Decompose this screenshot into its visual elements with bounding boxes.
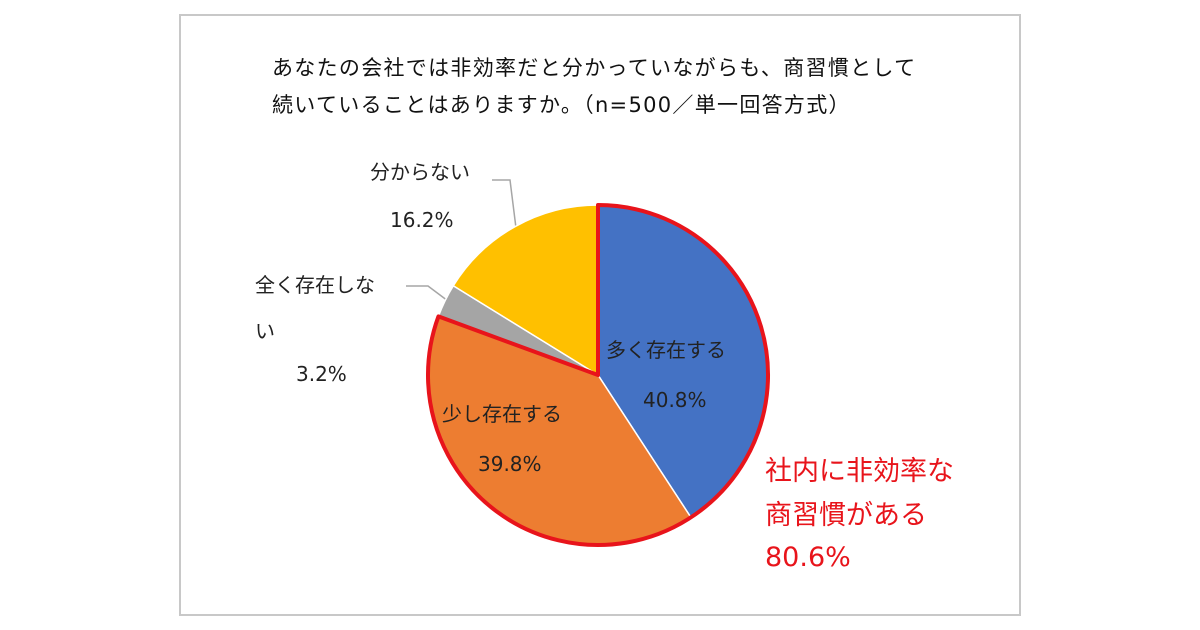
category-label: 多く存在する xyxy=(606,338,726,362)
annotation-value: 80.6% xyxy=(765,542,851,573)
category-label: 全く存在しない xyxy=(255,273,375,343)
annotation: 社内に非効率な商習慣がある xyxy=(765,456,954,531)
category-label: 少し存在する xyxy=(442,402,562,426)
leader-line xyxy=(406,285,449,302)
pie-slice xyxy=(452,204,599,377)
value-label: 16.2% xyxy=(390,208,454,232)
value-label: 3.2% xyxy=(296,362,347,386)
value-label: 39.8% xyxy=(478,452,542,476)
category-label: 分からない xyxy=(370,160,470,184)
leader-line xyxy=(492,179,517,229)
chart-title: あなたの会社では非効率だと分かっていながらも、商習慣として続いていることはありま… xyxy=(272,56,917,117)
value-label: 40.8% xyxy=(643,388,707,412)
highlight-outline xyxy=(426,203,770,547)
frame xyxy=(179,14,1021,616)
